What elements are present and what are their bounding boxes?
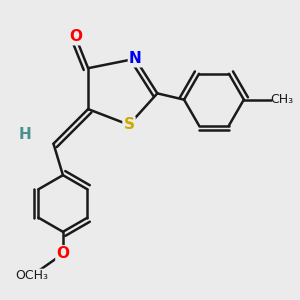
- Text: S: S: [124, 117, 134, 132]
- Text: CH₃: CH₃: [271, 93, 294, 106]
- Text: O: O: [69, 29, 82, 44]
- Text: N: N: [129, 51, 142, 66]
- Text: H: H: [19, 127, 31, 142]
- Text: O: O: [56, 246, 69, 261]
- Text: OCH₃: OCH₃: [15, 269, 48, 282]
